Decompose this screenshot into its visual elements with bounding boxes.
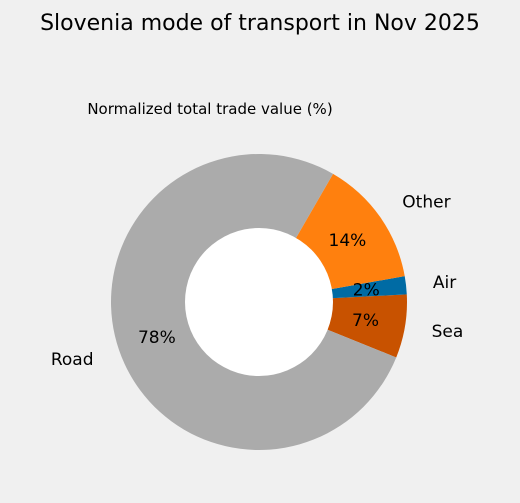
category-label-air: Air	[433, 273, 456, 293]
donut-hole	[185, 228, 333, 376]
category-label-sea: Sea	[432, 322, 464, 342]
chart-title: Slovenia mode of transport in Nov 2025	[40, 11, 480, 36]
category-label-other: Other	[402, 193, 450, 213]
pct-label-sea: 7%	[352, 311, 379, 331]
pct-label-other: 14%	[329, 231, 367, 251]
pct-label-road: 78%	[138, 328, 176, 348]
donut-labels: 7% Sea 2% Air 14% Other 78% Road	[51, 193, 463, 370]
chart-subtitle: Normalized total trade value (%)	[87, 100, 332, 118]
pct-label-air: 2%	[353, 281, 380, 301]
category-label-road: Road	[51, 350, 94, 370]
